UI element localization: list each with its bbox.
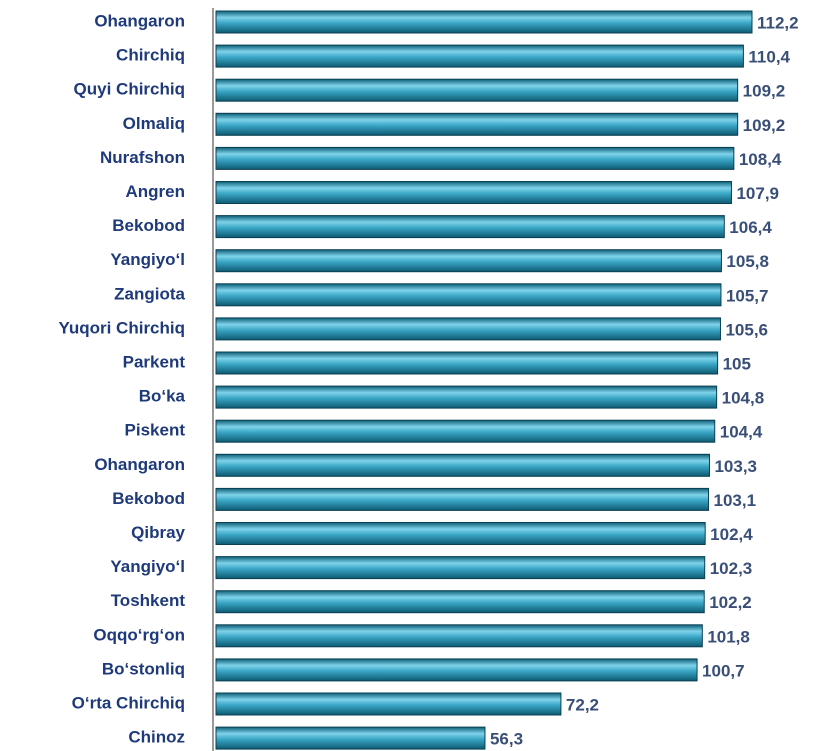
value-label: 110,4 bbox=[748, 48, 790, 67]
bar bbox=[215, 590, 705, 614]
value-label: 109,2 bbox=[743, 116, 786, 135]
bar bbox=[215, 112, 739, 136]
value-label: 105,7 bbox=[726, 286, 769, 305]
bar bbox=[215, 385, 718, 409]
value-label: 101,8 bbox=[707, 627, 750, 646]
bar bbox=[215, 658, 698, 682]
value-label: 105,8 bbox=[726, 252, 769, 271]
value-label: 102,2 bbox=[709, 593, 752, 612]
value-label: 102,3 bbox=[710, 559, 753, 578]
bar bbox=[215, 726, 486, 750]
category-label: Bekobod bbox=[112, 216, 185, 235]
value-label: 106,4 bbox=[729, 218, 772, 237]
category-label: Quyi Chirchiq bbox=[74, 80, 185, 99]
value-label: 112,2 bbox=[757, 13, 799, 32]
category-label: Nurafshon bbox=[100, 148, 185, 167]
category-label: Piskent bbox=[125, 421, 186, 440]
category-label: Olmaliq bbox=[123, 114, 185, 133]
category-label: Yangiyo‘l bbox=[110, 557, 185, 576]
category-label: Chinoz bbox=[128, 728, 185, 747]
category-label: Ohangaron bbox=[94, 455, 185, 474]
value-label: 72,2 bbox=[566, 695, 599, 714]
bar bbox=[215, 624, 703, 648]
category-label: Ohangaron bbox=[94, 11, 185, 30]
value-label: 56,3 bbox=[490, 730, 523, 749]
category-label: Parkent bbox=[123, 352, 186, 371]
bar bbox=[215, 249, 722, 273]
bar bbox=[215, 78, 739, 102]
category-label: Chirchiq bbox=[116, 46, 185, 65]
value-label: 100,7 bbox=[702, 661, 745, 680]
bar bbox=[215, 522, 706, 545]
category-label: O‘rta Chirchiq bbox=[72, 693, 185, 712]
bar bbox=[215, 10, 753, 34]
value-label: 104,4 bbox=[720, 423, 763, 442]
value-label: 103,3 bbox=[714, 457, 757, 476]
bar bbox=[215, 181, 732, 204]
category-label: Bo‘ka bbox=[139, 387, 186, 406]
category-label: Qibray bbox=[131, 523, 185, 542]
value-label: 107,9 bbox=[736, 184, 779, 203]
category-label: Toshkent bbox=[111, 591, 186, 610]
bar bbox=[215, 44, 744, 68]
value-label: 103,1 bbox=[714, 491, 757, 510]
category-label: Yuqori Chirchiq bbox=[58, 318, 185, 337]
bar bbox=[215, 283, 722, 307]
value-label: 109,2 bbox=[743, 82, 786, 101]
bar bbox=[215, 317, 721, 341]
category-label: Angren bbox=[126, 182, 186, 201]
category-label: Oqqo‘rg‘on bbox=[93, 625, 185, 644]
bar bbox=[215, 487, 710, 511]
bar bbox=[215, 351, 719, 375]
bar bbox=[215, 556, 706, 580]
category-label: Zangiota bbox=[114, 284, 185, 303]
value-label: 105 bbox=[723, 354, 751, 373]
bar bbox=[215, 215, 725, 239]
value-label: 102,4 bbox=[710, 525, 753, 544]
value-label: 108,4 bbox=[739, 150, 782, 169]
category-label: Yangiyo‘l bbox=[110, 250, 185, 269]
value-label: 104,8 bbox=[722, 389, 765, 408]
bar bbox=[215, 453, 710, 477]
bar bbox=[215, 419, 716, 443]
category-label: Bo‘stonliq bbox=[102, 659, 185, 678]
value-label: 105,6 bbox=[725, 320, 768, 339]
bar bbox=[215, 692, 562, 716]
category-label: Bekobod bbox=[112, 489, 185, 508]
bar bbox=[215, 146, 735, 170]
